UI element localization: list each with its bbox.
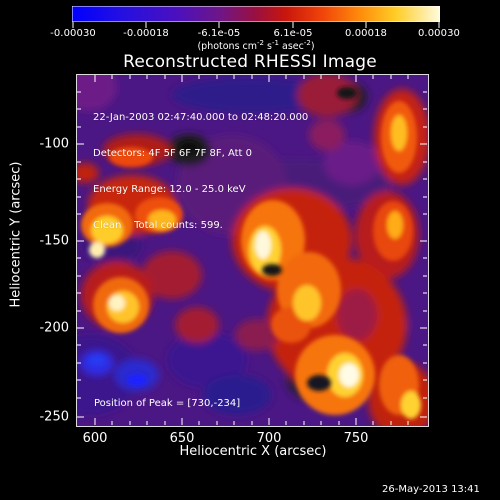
x-axis-label: Heliocentric X (arcsec) bbox=[179, 444, 327, 459]
image-time-range: 22-Jan-2003 02:47:40.000 to 02:48:20.000 bbox=[93, 112, 309, 123]
generated-timestamp: 26-May-2013 13:41 bbox=[382, 484, 480, 495]
colorbar-tick-label: 6.1e-05 bbox=[273, 28, 313, 39]
colorbar-tick-label: 0.00018 bbox=[344, 28, 388, 39]
colorbar-gradient bbox=[72, 6, 440, 22]
x-tick-label: 650 bbox=[169, 431, 195, 446]
x-tick-label: 750 bbox=[343, 431, 369, 446]
colorbar-tick-label: -6.1e-05 bbox=[197, 28, 241, 39]
colorbar-tick-label: -0.00030 bbox=[50, 28, 96, 39]
y-tick-label: -100 bbox=[39, 136, 69, 152]
peak-position: Position of Peak = [730,-234] bbox=[94, 398, 241, 409]
colorbar-units: (photons cm-2 s-1 asec-2) bbox=[197, 38, 315, 52]
image-info: 22-Jan-2003 02:47:40.000 to 02:48:20.000… bbox=[93, 88, 308, 256]
image-detectors: Detectors: 4F 5F 6F 7F 8F, Att 0 bbox=[93, 148, 253, 159]
plot-title: Reconstructed RHESSI Image bbox=[123, 52, 377, 72]
x-tick-label: 600 bbox=[82, 431, 108, 446]
y-tick-label: -250 bbox=[39, 409, 69, 425]
rhessi-image-map bbox=[77, 75, 428, 426]
y-axis-label: Heliocentric Y (arcsec) bbox=[8, 161, 24, 308]
colorbar-tick-label: -0.00018 bbox=[123, 28, 169, 39]
x-tick-label: 700 bbox=[256, 431, 282, 446]
colorbar-tick-label: 0.00030 bbox=[417, 28, 461, 39]
y-tick-label: -150 bbox=[39, 233, 69, 249]
rhessi-image: 22-Jan-2003 02:47:40.000 to 02:48:20.000… bbox=[76, 74, 429, 427]
y-tick-label: -200 bbox=[39, 320, 69, 336]
image-clean-counts: Clean Total counts: 599. bbox=[93, 220, 223, 231]
image-energy-range: Energy Range: 12.0 - 25.0 keV bbox=[93, 184, 246, 195]
colorbar: -0.00030 -0.00018 -6.1e-05 6.1e-05 0.000… bbox=[50, 6, 460, 66]
colorbar-ticks bbox=[72, 22, 440, 28]
